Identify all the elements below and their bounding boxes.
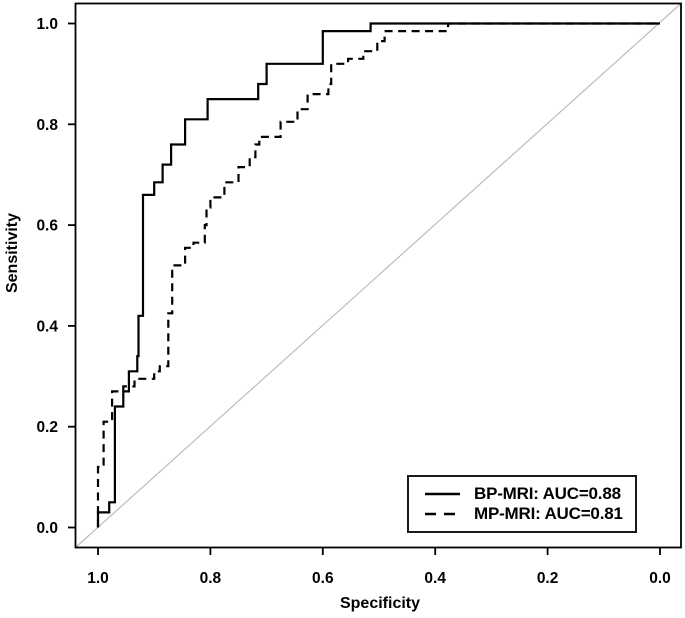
x-tick-label: 0.4 <box>424 570 446 587</box>
legend-box: BP-MRI: AUC=0.88 MP-MRI: AUC=0.81 <box>407 475 637 533</box>
x-tick-label: 0.2 <box>537 570 559 587</box>
y-tick-label: 0.6 <box>36 218 58 235</box>
legend-label-bp-mri: BP-MRI: AUC=0.88 <box>474 484 621 503</box>
x-tick-label: 1.0 <box>87 570 109 587</box>
x-axis-title: Specificity <box>339 595 421 612</box>
x-tick-label: 0.8 <box>200 570 222 587</box>
x-tick-label: 0.0 <box>649 570 671 587</box>
solid-line-sample-icon <box>425 492 460 496</box>
roc-curve-bp-mri <box>96 22 660 528</box>
diagonal-reference-line <box>75 3 682 548</box>
y-tick-label: 0.8 <box>36 117 58 134</box>
y-axis-title: Sensitivity <box>4 212 21 294</box>
dashed-line-sample-icon <box>425 512 460 516</box>
legend-item-bp-mri: BP-MRI: AUC=0.88 <box>424 484 635 504</box>
legend-item-mp-mri: MP-MRI: AUC=0.81 <box>424 504 635 524</box>
y-tick-label: 0.0 <box>36 520 58 537</box>
y-tick-label: 0.2 <box>36 419 58 436</box>
legend-label-mp-mri: MP-MRI: AUC=0.81 <box>474 504 623 523</box>
y-tick-label: 0.4 <box>36 318 58 335</box>
x-tick-label: 0.6 <box>312 570 334 587</box>
plot-border <box>74 2 682 549</box>
y-tick-label: 1.0 <box>36 16 58 33</box>
